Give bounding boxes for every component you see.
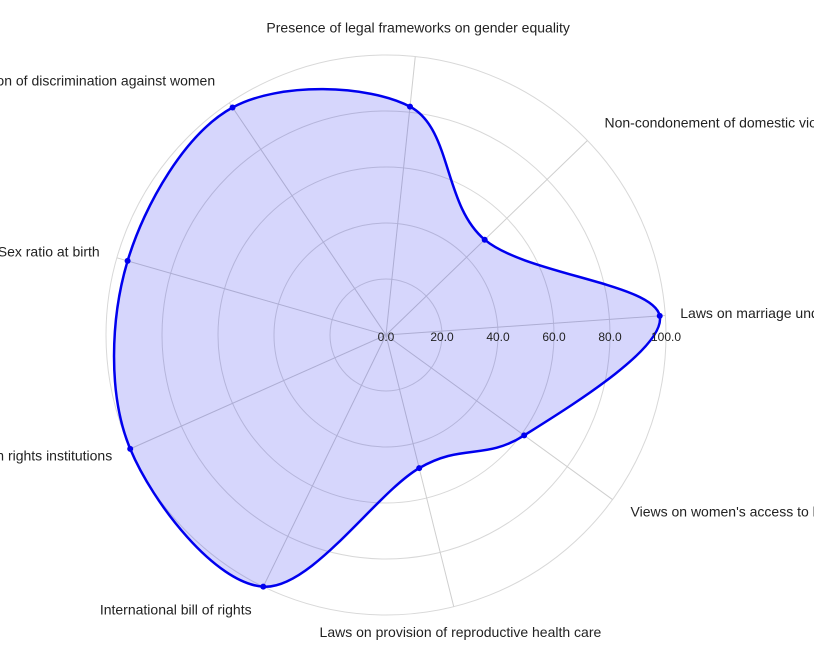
category-label: Views on women's access to higher educat… bbox=[631, 503, 814, 519]
category-label: International bill of rights bbox=[100, 601, 252, 617]
spoke bbox=[229, 102, 387, 336]
category-label: Sex ratio at birth bbox=[0, 244, 100, 260]
category-label: Presence of legal frameworks on gender e… bbox=[266, 19, 570, 35]
radial-tick-label: 60.0 bbox=[542, 330, 566, 344]
data-point bbox=[416, 465, 423, 472]
data-point bbox=[127, 445, 134, 452]
spoke bbox=[262, 334, 387, 587]
category-label: Laws on marriage under 18 bbox=[680, 305, 814, 321]
radial-tick-label: 20.0 bbox=[430, 330, 454, 344]
category-label: Laws on provision of reproductive health… bbox=[320, 624, 602, 640]
spoke bbox=[385, 334, 613, 500]
category-label: Human rights institutions bbox=[0, 448, 112, 464]
grid-circle bbox=[217, 166, 555, 504]
radial-tick-label: 0.0 bbox=[378, 330, 395, 344]
radial-tick-label: 100.0 bbox=[651, 330, 681, 344]
grid-circle bbox=[273, 222, 499, 448]
data-point bbox=[124, 257, 131, 264]
data-point bbox=[656, 312, 663, 319]
category-label: Non-condonement of domestic violence bbox=[604, 115, 814, 131]
category-label: Conv on elimination of discrimination ag… bbox=[0, 72, 215, 88]
radial-tick-label: 80.0 bbox=[598, 330, 622, 344]
grid-circle bbox=[161, 110, 611, 560]
grid-circle bbox=[105, 54, 667, 616]
spoke bbox=[385, 56, 416, 336]
radial-tick-label: 40.0 bbox=[486, 330, 510, 344]
data-point bbox=[481, 236, 488, 243]
data-point bbox=[229, 104, 236, 111]
data-point bbox=[406, 103, 413, 110]
spoke bbox=[130, 334, 387, 450]
spoke bbox=[385, 314, 666, 336]
data-point bbox=[260, 583, 267, 590]
data-point bbox=[521, 432, 528, 439]
grid-circle bbox=[329, 278, 443, 392]
spoke bbox=[116, 257, 387, 336]
radar-area bbox=[112, 87, 662, 588]
